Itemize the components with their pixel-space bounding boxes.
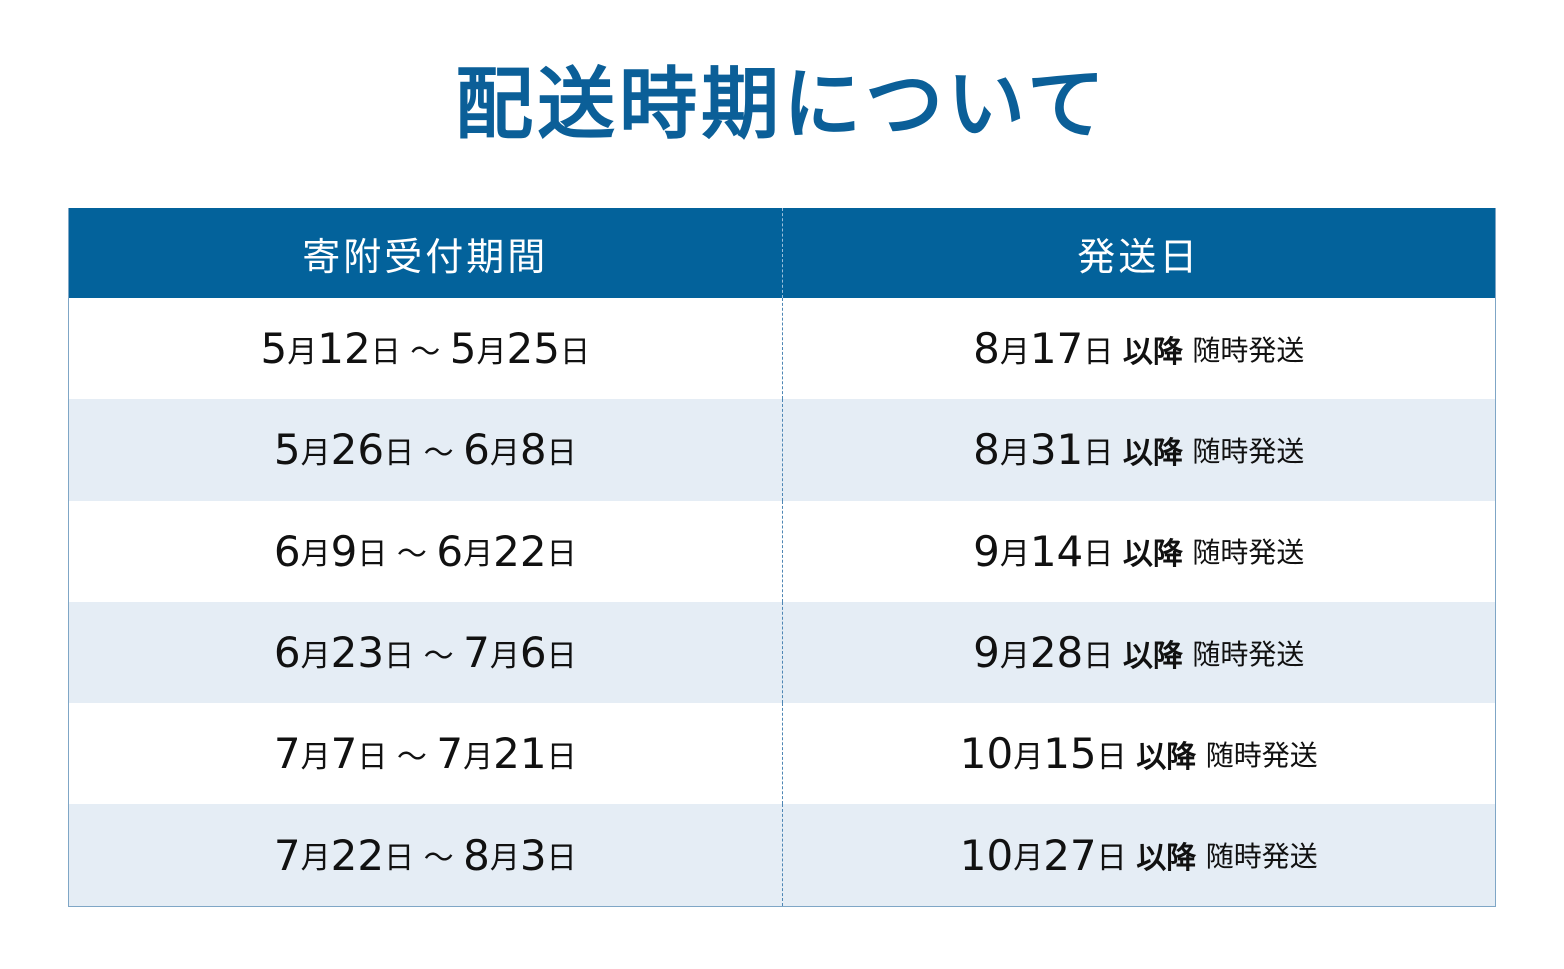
table-row: 5 月 26 日 ～ 6 月 8 日 8 月 31 日 以降 随時発送 (69, 399, 1496, 501)
table-cell: 8 月 31 日 以降 随時発送 (781, 399, 1496, 501)
table-row: 7 月 22 日 ～ 8 月 3 日 10 月 27 日 以降 随時発送 (69, 804, 1496, 906)
page-title: 配送時期について (455, 60, 1109, 150)
table-row: 6 月 23 日 ～ 7 月 6 日 9 月 28 日 以降 随時発送 (69, 601, 1496, 704)
table-cell: 5 月 12 日 ～ 5 月 25 日 (260, 324, 590, 374)
table-cell: 8 月 17 日 以降 随時発送 (781, 298, 1496, 400)
table-row: 5 月 12 日 ～ 5 月 25 日 8 月 17 日 以降 随時発送 (69, 298, 1496, 400)
header-cell: 寄附受付期間 (302, 234, 549, 279)
table-cell: 10 月 15 日 以降 随時発送 (781, 703, 1496, 805)
table-cell: 9 月 28 日 以降 随時発送 (781, 601, 1496, 704)
header-row: 寄附受付期間 発送日 (69, 208, 1495, 298)
table-cell: 10 月 27 日 以降 随時発送 (781, 804, 1496, 906)
schedule-table: 寄附受付期間 発送日 5 月 12 日 ～ 5 月 25 日 8 月 17 日 以降 随時発送 5 月 26 日… (68, 208, 1496, 907)
table-cell: 9 月 14 日 以降 随時発送 (781, 500, 1496, 602)
header-cell: 発送日 (781, 208, 1496, 298)
